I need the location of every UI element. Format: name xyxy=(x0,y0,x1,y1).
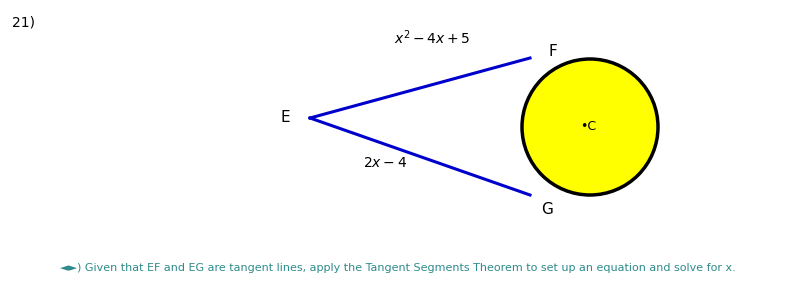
Text: •C: •C xyxy=(580,121,596,134)
Text: E: E xyxy=(280,110,290,125)
Circle shape xyxy=(522,59,658,195)
Text: G: G xyxy=(541,203,553,218)
Text: F: F xyxy=(548,45,557,60)
Text: $x^2 - 4x + 5$: $x^2 - 4x + 5$ xyxy=(394,29,470,47)
Text: ◄►) Given that EF and EG are tangent lines, apply the Tangent Segments Theorem t: ◄►) Given that EF and EG are tangent lin… xyxy=(60,263,736,273)
Text: 21): 21) xyxy=(12,15,35,29)
Text: $2x - 4$: $2x - 4$ xyxy=(363,156,407,170)
